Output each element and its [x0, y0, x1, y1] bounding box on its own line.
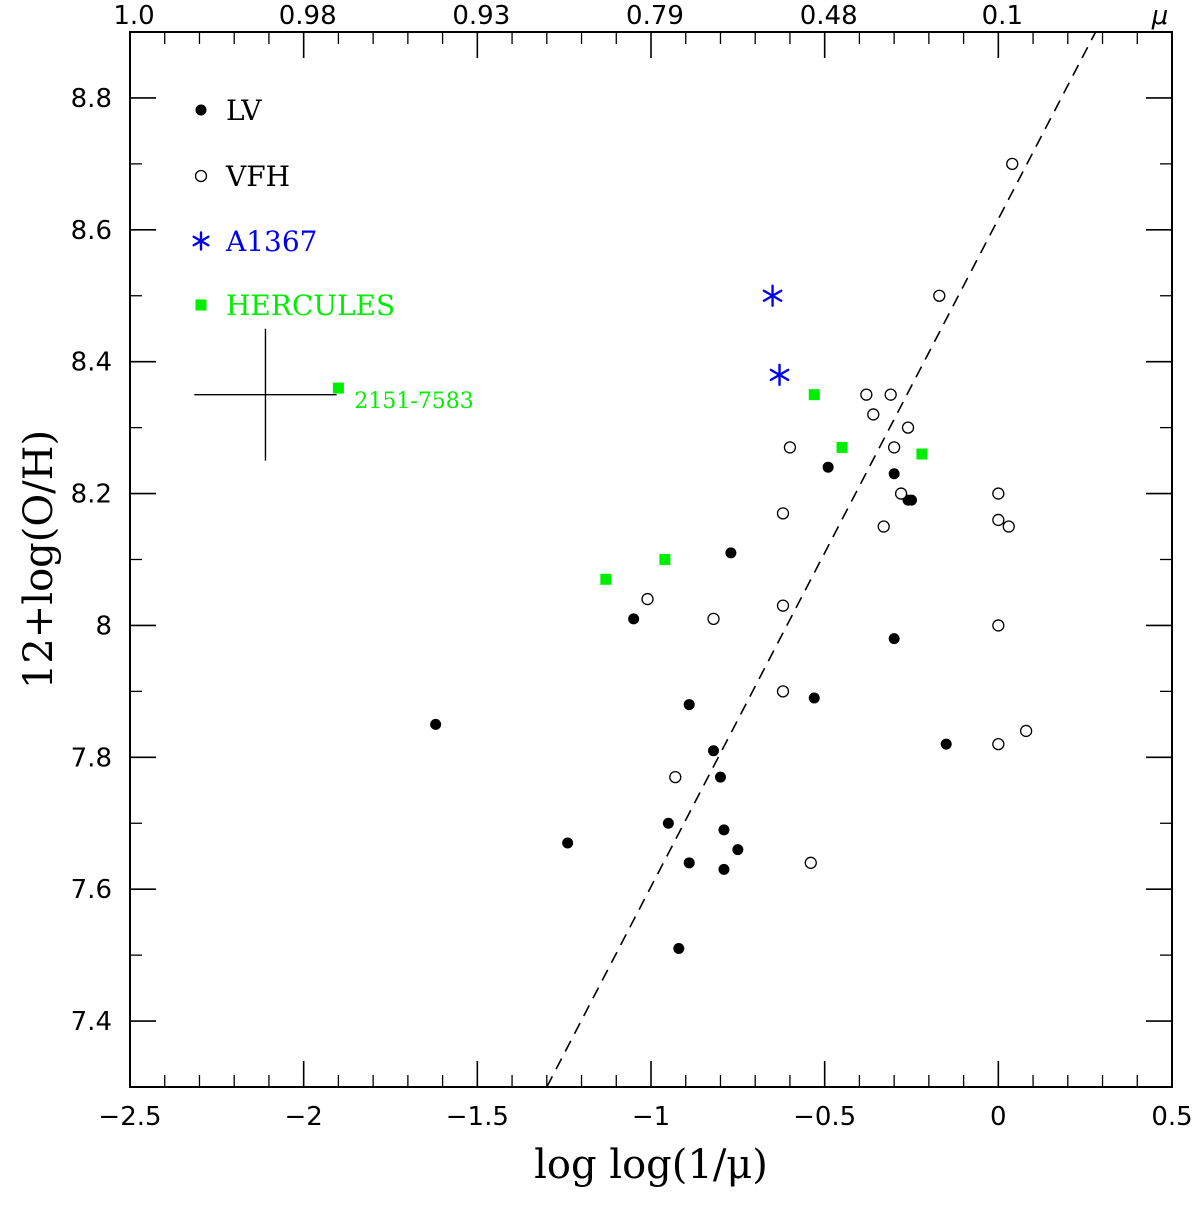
- point-vfh: [992, 487, 1005, 500]
- plot-frame-group: [129, 31, 1173, 1088]
- legend-label-a1367: A1367: [225, 225, 317, 258]
- point-lv: [888, 633, 900, 645]
- top-axis-label: μ: [1151, 1, 1169, 31]
- asterisk-stroke: [762, 289, 783, 302]
- point-vfh: [669, 770, 682, 784]
- legend-label-hercules: HERCULES: [226, 289, 395, 322]
- point-hercules: [600, 573, 612, 585]
- point-lv: [718, 863, 730, 875]
- point-vfh: [894, 487, 908, 500]
- top-tick-label: 0.79: [626, 1, 684, 31]
- point-lv: [662, 817, 674, 829]
- point-lv: [906, 494, 917, 506]
- y-tick-label: 8.8: [71, 84, 112, 114]
- x-tick-label: −2.5: [98, 1102, 161, 1132]
- point-a1367: [762, 284, 783, 307]
- y-tick-label: 8.2: [71, 480, 112, 510]
- point-hercules: [836, 441, 848, 453]
- point-lv: [683, 857, 695, 869]
- point-vfh: [884, 388, 897, 401]
- error-bar-group: [194, 328, 337, 461]
- x-tick-label: −0.5: [793, 1102, 856, 1132]
- point-vfh: [707, 612, 720, 625]
- point-vfh: [992, 513, 1005, 527]
- point-annotation: 2151-7583: [354, 389, 473, 414]
- fit-line-group: [546, 31, 1097, 1088]
- axis-labels-group: −2.5 −2 −1.5 −1 −0.5 0 0.5 7.4 7.6 7.8 8 8.2 8.4 8.6 8…: [16, 1, 1193, 1188]
- point-lv: [673, 943, 685, 955]
- point-vfh: [992, 737, 1005, 751]
- point-vfh: [804, 856, 817, 869]
- point-lv: [732, 844, 744, 856]
- point-hercules: [916, 448, 928, 460]
- x-tick-label: −1: [632, 1102, 670, 1132]
- data-points-group: [332, 157, 1033, 955]
- point-lv: [725, 547, 737, 559]
- legend-marker-hercules: [195, 299, 207, 311]
- point-lv: [888, 468, 900, 480]
- point-vfh: [776, 685, 790, 698]
- point-vfh: [1019, 724, 1033, 738]
- point-vfh: [1002, 520, 1015, 533]
- y-tick-label: 8.6: [71, 216, 112, 246]
- legend-marker-vfh: [194, 169, 208, 183]
- point-vfh: [783, 441, 797, 454]
- y-tick-label: 8: [95, 611, 112, 641]
- point-lv: [430, 718, 442, 730]
- x-axis-title: log log(1/μ): [534, 1142, 768, 1188]
- point-lv: [822, 461, 834, 473]
- point-vfh: [1006, 157, 1019, 171]
- point-vfh: [776, 507, 790, 520]
- top-tick-label: 0.93: [452, 1, 510, 31]
- top-tick-label: 0.48: [800, 1, 858, 31]
- point-vfh: [776, 599, 790, 612]
- point-vfh: [641, 592, 654, 606]
- point-hercules: [808, 389, 820, 401]
- legend-marker-lv: [195, 104, 207, 116]
- top-tick-label: 1.0: [113, 1, 154, 31]
- legend-label-lv: LV: [226, 94, 262, 127]
- legend-marker-a1367: [192, 231, 210, 251]
- point-lv: [940, 738, 952, 750]
- point-lv: [683, 699, 695, 711]
- point-vfh: [992, 619, 1005, 632]
- point-lv: [708, 745, 720, 757]
- x-tick-label: 0.5: [1151, 1102, 1192, 1132]
- y-tick-label: 7.8: [71, 743, 112, 773]
- legend-label-vfh: VFH: [225, 160, 290, 193]
- top-tick-label: 0.1: [982, 1, 1023, 31]
- point-a1367: [769, 363, 790, 387]
- point-hercules: [659, 554, 671, 565]
- legend: LV VFH A1367 HERCULES: [192, 94, 395, 322]
- point-lv: [718, 824, 730, 836]
- point-lv: [628, 613, 640, 625]
- point-vfh: [867, 408, 880, 421]
- asterisk-stroke: [192, 235, 210, 247]
- asterisk-stroke: [769, 368, 790, 382]
- point-lv: [562, 837, 574, 849]
- fit-line: [546, 31, 1097, 1088]
- y-tick-label: 7.6: [71, 875, 112, 905]
- point-vfh: [933, 289, 946, 302]
- top-tick-label: 0.98: [279, 1, 337, 31]
- y-axis-title: 12+log(O/H): [16, 430, 62, 689]
- point-vfh: [860, 388, 873, 401]
- x-tick-label: −1.5: [446, 1102, 509, 1132]
- point-vfh: [901, 421, 915, 434]
- y-tick-label: 7.4: [71, 1007, 112, 1037]
- y-tick-label: 8.4: [71, 348, 112, 378]
- point-lv: [714, 771, 726, 783]
- x-tick-label: 0: [990, 1102, 1007, 1132]
- point-hercules: [332, 382, 344, 394]
- point-vfh: [877, 520, 890, 533]
- point-lv: [808, 692, 820, 704]
- point-vfh: [887, 441, 901, 454]
- x-tick-label: −2: [285, 1102, 323, 1132]
